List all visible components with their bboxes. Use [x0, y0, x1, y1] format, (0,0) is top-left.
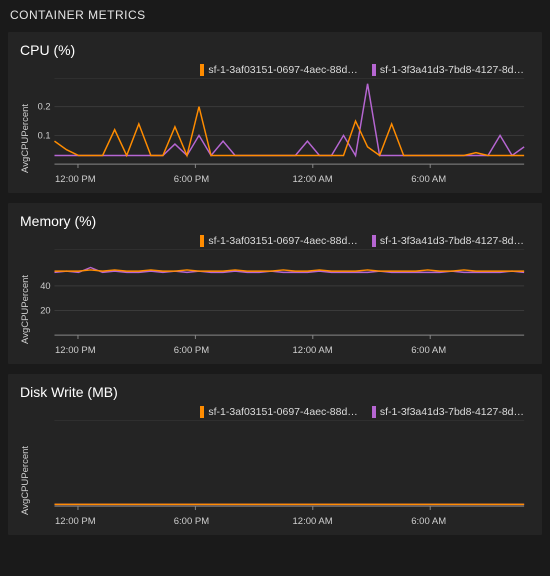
x-tick-label: 12:00 PM	[55, 516, 174, 527]
x-tick-label: 6:00 AM	[411, 345, 530, 356]
x-tick-label: 6:00 AM	[411, 174, 530, 185]
legend-swatch-icon	[372, 235, 376, 247]
line-chart	[31, 420, 530, 512]
metric-card: CPU (%) sf-1-3af03151-0697-4aec-88d… sf-…	[8, 32, 542, 193]
y-axis-label: AvgCPUPercent	[20, 420, 31, 527]
x-tick-label: 6:00 PM	[174, 174, 293, 185]
metric-card: Disk Write (MB) sf-1-3af03151-0697-4aec-…	[8, 374, 542, 535]
legend-item: sf-1-3f3a41d3-7bd8-4127-8d…	[372, 64, 524, 76]
legend-label: sf-1-3af03151-0697-4aec-88d…	[208, 235, 357, 247]
y-axis-label: AvgCPUPercent	[20, 249, 31, 356]
chart-title: Disk Write (MB)	[20, 384, 530, 400]
svg-text:20: 20	[40, 305, 50, 315]
chart-legend: sf-1-3af03151-0697-4aec-88d… sf-1-3f3a41…	[20, 406, 530, 418]
x-tick-label: 12:00 AM	[293, 516, 412, 527]
x-tick-label: 6:00 PM	[174, 516, 293, 527]
y-axis-label: AvgCPUPercent	[20, 78, 31, 185]
legend-item: sf-1-3f3a41d3-7bd8-4127-8d…	[372, 406, 524, 418]
legend-label: sf-1-3f3a41d3-7bd8-4127-8d…	[380, 406, 524, 418]
legend-swatch-icon	[200, 235, 204, 247]
x-tick-label: 12:00 PM	[55, 174, 174, 185]
legend-item: sf-1-3f3a41d3-7bd8-4127-8d…	[372, 235, 524, 247]
legend-item: sf-1-3af03151-0697-4aec-88d…	[200, 406, 357, 418]
chart-title: CPU (%)	[20, 42, 530, 58]
svg-text:0.2: 0.2	[38, 102, 51, 112]
legend-item: sf-1-3af03151-0697-4aec-88d…	[200, 64, 357, 76]
x-axis-labels: 12:00 PM6:00 PM12:00 AM6:00 AM	[31, 512, 530, 527]
x-tick-label: 12:00 AM	[293, 345, 412, 356]
line-chart: 0.1 0.2	[31, 78, 530, 170]
x-axis-labels: 12:00 PM6:00 PM12:00 AM6:00 AM	[31, 341, 530, 356]
svg-text:40: 40	[40, 281, 50, 291]
svg-text:0.1: 0.1	[38, 130, 51, 140]
x-axis-labels: 12:00 PM6:00 PM12:00 AM6:00 AM	[31, 170, 530, 185]
legend-swatch-icon	[372, 64, 376, 76]
x-tick-label: 6:00 PM	[174, 345, 293, 356]
legend-label: sf-1-3af03151-0697-4aec-88d…	[208, 406, 357, 418]
legend-swatch-icon	[200, 64, 204, 76]
legend-item: sf-1-3af03151-0697-4aec-88d…	[200, 235, 357, 247]
legend-swatch-icon	[200, 406, 204, 418]
chart-title: Memory (%)	[20, 213, 530, 229]
legend-label: sf-1-3af03151-0697-4aec-88d…	[208, 64, 357, 76]
metric-card: Memory (%) sf-1-3af03151-0697-4aec-88d… …	[8, 203, 542, 364]
x-tick-label: 12:00 AM	[293, 174, 412, 185]
line-chart: 2040	[31, 249, 530, 341]
chart-legend: sf-1-3af03151-0697-4aec-88d… sf-1-3f3a41…	[20, 235, 530, 247]
legend-swatch-icon	[372, 406, 376, 418]
legend-label: sf-1-3f3a41d3-7bd8-4127-8d…	[380, 235, 524, 247]
legend-label: sf-1-3f3a41d3-7bd8-4127-8d…	[380, 64, 524, 76]
panel-title: CONTAINER METRICS	[0, 0, 550, 28]
x-tick-label: 6:00 AM	[411, 516, 530, 527]
x-tick-label: 12:00 PM	[55, 345, 174, 356]
container-metrics-panel: CONTAINER METRICS CPU (%) sf-1-3af03151-…	[0, 0, 550, 576]
chart-legend: sf-1-3af03151-0697-4aec-88d… sf-1-3f3a41…	[20, 64, 530, 76]
